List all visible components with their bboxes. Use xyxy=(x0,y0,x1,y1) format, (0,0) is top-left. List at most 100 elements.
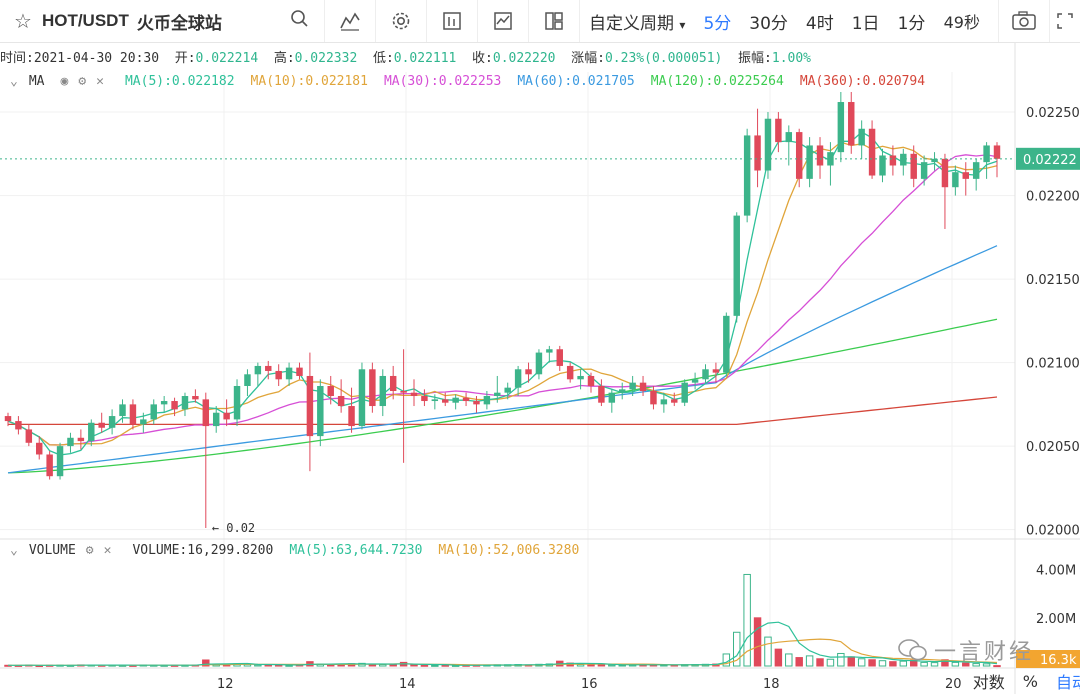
eye-icon[interactable]: ◉ xyxy=(60,73,69,89)
candle-body xyxy=(15,421,22,430)
candle-body xyxy=(202,399,210,427)
ma120-line xyxy=(7,318,998,474)
indicator-icon[interactable] xyxy=(324,0,375,42)
volume-bar xyxy=(264,664,272,667)
candle-body xyxy=(681,382,688,403)
volume-bar xyxy=(993,665,1001,668)
close-label: 收: xyxy=(472,51,493,66)
period-30m[interactable]: 30分 xyxy=(749,13,788,34)
candle-body xyxy=(67,437,74,447)
candle-body xyxy=(650,391,657,405)
symbol-area[interactable]: ☆ HOT/USDT 火币全球站 xyxy=(0,9,324,34)
toolbar-right: 49秒 xyxy=(944,0,1080,42)
period-5m[interactable]: 5分 xyxy=(703,13,732,34)
candle-body xyxy=(723,315,730,373)
open-label: 开: xyxy=(174,51,196,66)
price-tick-label: 0.02100 xyxy=(1026,357,1080,372)
volume-bar xyxy=(837,652,845,667)
candle-body xyxy=(254,365,262,375)
candle-body xyxy=(483,396,491,405)
period-1d[interactable]: 1日 xyxy=(851,13,880,34)
volume-bar xyxy=(920,661,928,667)
volume-bar xyxy=(889,661,897,667)
candle-body xyxy=(587,375,595,386)
volume-bar xyxy=(982,663,991,667)
period-4h[interactable]: 4时 xyxy=(805,13,834,34)
candle-body xyxy=(941,158,949,188)
period-1m[interactable]: 1分 xyxy=(897,13,926,34)
volume-bar xyxy=(389,664,397,667)
period-custom[interactable]: 自定义周期 ▾ xyxy=(589,13,686,34)
auto-scale-toggle[interactable]: 自动 xyxy=(1056,673,1080,692)
volume-bar xyxy=(420,664,429,667)
volume-bar xyxy=(743,573,751,667)
candle-body xyxy=(223,412,230,420)
time-tick-label: 16 xyxy=(581,677,598,692)
candle-body xyxy=(806,145,813,179)
candle-body xyxy=(983,145,990,163)
gear-icon[interactable]: ⚙ xyxy=(78,73,87,89)
candle-body xyxy=(431,399,439,402)
candle-body xyxy=(691,379,699,383)
candle-body xyxy=(77,437,85,442)
close-icon[interactable]: ✕ xyxy=(103,542,112,558)
volume-bar xyxy=(930,662,939,667)
log-scale-toggle[interactable]: 对数 xyxy=(972,673,1005,692)
candle-body xyxy=(577,375,584,380)
collapse-icon[interactable]: ⌄ xyxy=(10,73,18,89)
chart-type-icon[interactable] xyxy=(426,0,477,42)
collapse-icon[interactable]: ⌄ xyxy=(10,542,18,558)
volume-bar xyxy=(202,659,210,667)
watermark: 一言财经 xyxy=(898,634,1034,666)
price-tick-label: 0.02050 xyxy=(1026,440,1080,455)
close-icon[interactable]: ✕ xyxy=(96,73,104,89)
candle-body xyxy=(327,385,334,397)
volume-bar xyxy=(941,659,949,667)
ma360-line xyxy=(8,396,998,426)
search-icon[interactable] xyxy=(290,9,310,34)
time-tick-label: 12 xyxy=(217,677,234,692)
top-toolbar: ☆ HOT/USDT 火币全球站 自定义周期 ▾ 5分 30分 4时 1日 1分… xyxy=(0,0,1080,43)
settings-icon[interactable] xyxy=(375,0,426,42)
candle-body xyxy=(410,392,418,397)
volume-tick-label: 4.00M xyxy=(1036,564,1076,579)
volume-bar xyxy=(951,661,960,667)
volume-ma10-value: MA(10):52,006.3280 xyxy=(438,542,580,558)
change-value: 0.23%(0.000051) xyxy=(604,51,723,66)
candle-body xyxy=(275,370,282,380)
camera-icon[interactable] xyxy=(998,0,1049,42)
layout-icon[interactable] xyxy=(528,0,579,42)
star-icon[interactable]: ☆ xyxy=(14,9,32,33)
candle-body xyxy=(421,396,428,402)
candle-body xyxy=(618,389,626,393)
percent-scale-toggle[interactable]: % xyxy=(1022,671,1038,691)
time-tick-label: 18 xyxy=(763,677,780,692)
candle-body xyxy=(712,369,720,373)
candle-body xyxy=(108,416,116,428)
candle-body xyxy=(858,128,865,146)
ma60-value: MA(60):0.021705 xyxy=(517,73,635,89)
candle-body xyxy=(962,172,969,179)
candle-body xyxy=(754,135,761,171)
candle-body xyxy=(598,385,605,403)
volume-bar xyxy=(899,660,908,667)
volume-bar xyxy=(826,658,835,667)
candle-body xyxy=(181,396,189,410)
volume-bar xyxy=(962,662,970,667)
candle-body xyxy=(36,442,43,455)
candle-body xyxy=(608,392,616,403)
candle-body xyxy=(98,422,105,428)
close-value: 0.022220 xyxy=(492,51,556,66)
gear-icon[interactable]: ⚙ xyxy=(85,542,94,558)
candle-body xyxy=(389,375,397,392)
compare-icon[interactable] xyxy=(477,0,528,42)
change-label: 涨幅: xyxy=(571,51,605,66)
current-price-tag xyxy=(1016,147,1080,170)
ma10-line xyxy=(7,141,998,446)
scale-options: 对数 % 自动 xyxy=(961,668,1080,694)
amplitude-value: 1.00% xyxy=(771,51,812,66)
volume-bar xyxy=(805,655,814,667)
fullscreen-icon[interactable] xyxy=(1049,0,1080,42)
volume-bar xyxy=(857,658,866,667)
